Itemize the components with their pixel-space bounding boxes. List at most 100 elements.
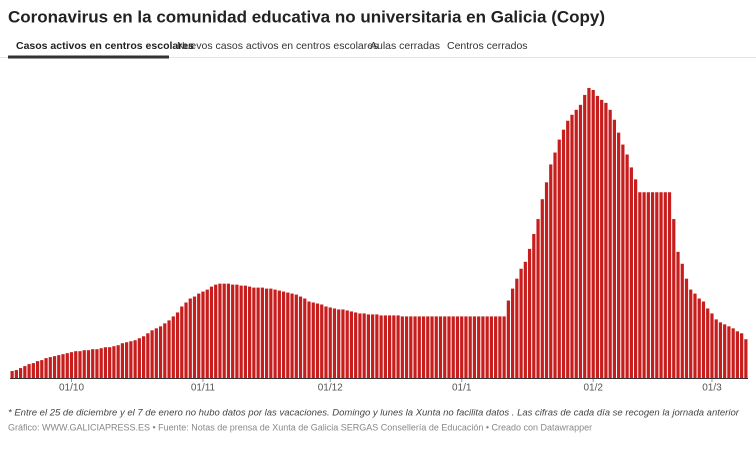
bar [137, 338, 141, 378]
bar [506, 300, 510, 378]
bar [587, 87, 591, 379]
bar [731, 328, 735, 378]
bar [23, 366, 27, 378]
bar [371, 314, 375, 378]
bar [31, 363, 35, 378]
bar [400, 316, 404, 378]
bar [281, 291, 286, 378]
bar [549, 164, 553, 378]
bar [642, 192, 646, 378]
bar [430, 316, 434, 378]
bar [727, 326, 731, 378]
bar [69, 352, 74, 378]
bar [723, 324, 727, 378]
bar [455, 316, 460, 378]
bar [286, 292, 290, 378]
bar [460, 316, 464, 378]
bar [82, 350, 86, 378]
bar [510, 288, 515, 378]
bar [163, 323, 167, 378]
bar [264, 288, 269, 378]
bar [519, 268, 523, 378]
bar [197, 293, 201, 378]
tab[interactable]: Centros cerrados [447, 40, 528, 52]
bar [154, 328, 158, 378]
bar [366, 314, 371, 378]
bar [345, 310, 349, 378]
bar [52, 356, 57, 378]
bar [201, 291, 205, 378]
bar [65, 353, 69, 378]
bar [413, 316, 417, 378]
x-tick-label: 01/11 [191, 383, 216, 394]
bar [99, 348, 103, 378]
bar [481, 316, 485, 378]
bar [324, 306, 328, 378]
bar [175, 312, 180, 378]
bar [235, 284, 239, 378]
bar [349, 311, 354, 378]
bar [591, 89, 595, 378]
bar [231, 284, 235, 378]
bar [103, 347, 108, 378]
bar [239, 285, 243, 378]
bar [663, 192, 667, 378]
bar [498, 316, 502, 378]
bar [689, 289, 693, 378]
bar [740, 333, 744, 378]
bar [701, 301, 706, 378]
bar [676, 251, 680, 378]
bar [684, 278, 689, 378]
bar [320, 304, 324, 378]
bar [61, 354, 65, 378]
bar [273, 289, 277, 378]
tab[interactable]: Nuevos casos activos en centros escolare… [177, 40, 378, 52]
bar [625, 154, 629, 378]
bar [527, 248, 532, 378]
bar [218, 283, 222, 378]
bar [561, 129, 566, 378]
bar [583, 94, 587, 379]
bar [472, 316, 477, 378]
bar [387, 315, 392, 378]
bar [523, 261, 527, 378]
bar [540, 199, 544, 378]
bar [578, 104, 583, 378]
bar [158, 326, 163, 378]
bar [379, 315, 383, 378]
bar [515, 278, 519, 378]
bar [485, 316, 489, 378]
bar [35, 361, 40, 378]
bar [608, 109, 612, 379]
bar [256, 287, 260, 378]
bar [248, 286, 252, 378]
bar [604, 102, 608, 378]
bar [133, 340, 137, 378]
tab[interactable]: Aulas cerradas [370, 40, 440, 52]
bar [243, 285, 248, 378]
bar [184, 302, 188, 378]
bar [566, 120, 570, 378]
bar [108, 347, 112, 378]
bar [638, 192, 642, 378]
x-tick-label: 01/12 [318, 383, 343, 394]
bar [14, 370, 18, 378]
x-tick-label: 01/3 [702, 383, 722, 394]
bar [659, 192, 663, 378]
bar [735, 331, 740, 378]
bar [307, 301, 311, 378]
bar [421, 316, 426, 378]
bar [553, 152, 557, 378]
bar [192, 296, 197, 378]
bar [294, 294, 298, 378]
bar [451, 316, 455, 378]
bar [303, 298, 307, 378]
bar [150, 330, 154, 378]
bar [383, 315, 387, 378]
bar [362, 313, 366, 378]
tab[interactable]: Casos activos en centros escolares [16, 40, 194, 52]
bar [40, 360, 44, 378]
bar [171, 316, 175, 378]
bar [710, 313, 714, 378]
bar [188, 298, 192, 378]
